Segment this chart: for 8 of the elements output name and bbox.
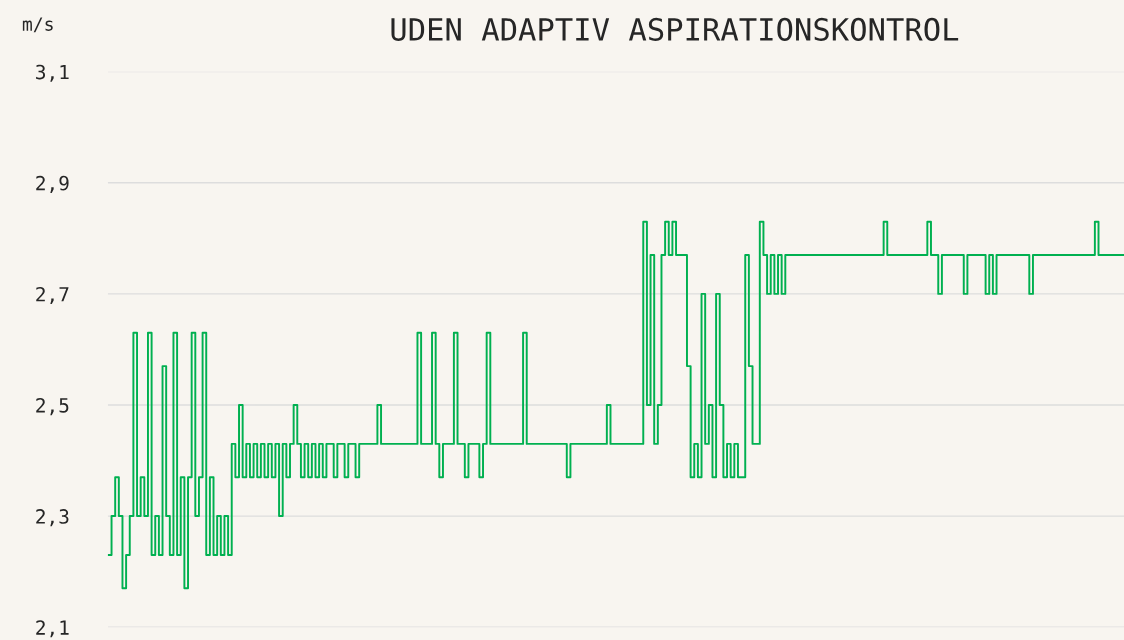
y-tick-label: 2,1 [36, 620, 69, 638]
chart-title: UDEN ADAPTIV ASPIRATIONSKONTROL [391, 17, 959, 41]
y-tick-label: 2,3 [36, 509, 69, 527]
y-axis-title: m/s [22, 17, 53, 33]
y-tick-label: 2,5 [36, 398, 69, 416]
y-tick-label: 2,9 [36, 175, 69, 193]
y-tick-label: 2,7 [36, 286, 69, 305]
y-tick-label: 3,1 [36, 64, 69, 82]
